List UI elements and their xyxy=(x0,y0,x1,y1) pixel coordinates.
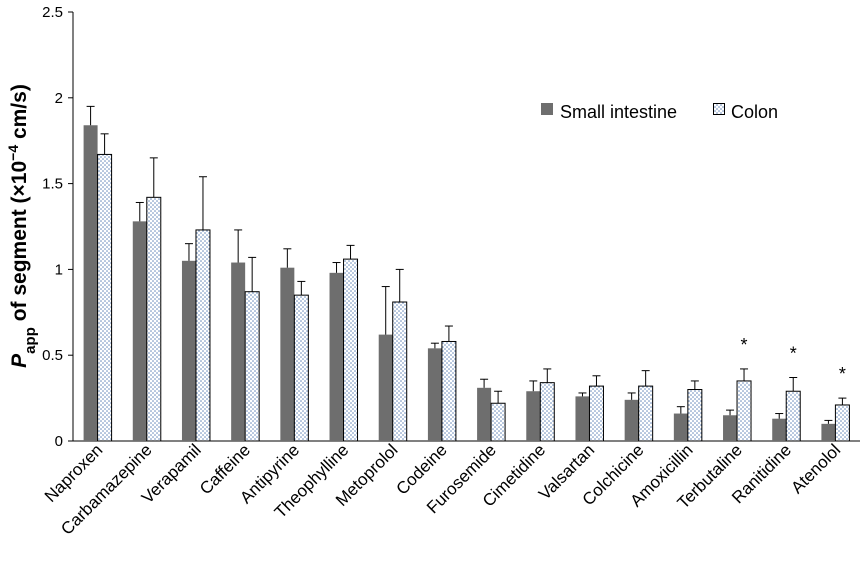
bar-colon-terbutaline xyxy=(736,380,752,442)
bar-small-intestine-cimetidine xyxy=(526,391,541,441)
bar-small-intestine-carbamazepine xyxy=(132,221,147,441)
bar-small-intestine-colchicine xyxy=(624,399,639,441)
bar-colon-caffeine xyxy=(244,291,260,442)
legend-swatch-small-intestine xyxy=(541,103,553,115)
bar-small-intestine-atenolol xyxy=(821,423,836,441)
y-axis-label-unit: cm/s) xyxy=(8,84,31,145)
legend-label-small-intestine: Small intestine xyxy=(560,102,677,122)
legend: Small intestine Colon xyxy=(541,102,778,122)
annotations: * * * xyxy=(741,335,846,384)
significance-marker-ranitidine: * xyxy=(790,344,797,364)
bar-small-intestine-metoprolol xyxy=(378,334,393,441)
bar-colon-naproxen xyxy=(97,153,113,442)
y-tick-label: 1 xyxy=(55,261,63,278)
bar-colon-verapamil xyxy=(195,229,211,442)
y-axis-label-sub: app xyxy=(22,327,39,354)
y-axis-label-sup: −4 xyxy=(5,145,21,161)
bar-colon-furosemide xyxy=(490,402,506,442)
bar-colon-carbamazepine xyxy=(146,196,162,442)
bar-small-intestine-amoxicillin xyxy=(673,413,688,441)
y-ticks: 0 0.5 1 1.5 2 2.5 xyxy=(42,4,73,450)
bar-small-intestine-terbutaline xyxy=(723,415,738,441)
bar-colon-atenolol xyxy=(834,404,850,442)
bar-small-intestine-valsartan xyxy=(575,396,590,441)
y-axis-label: Papp of segment (×10−4 cm/s) xyxy=(5,84,39,368)
significance-marker-terbutaline: * xyxy=(741,335,748,355)
bar-colon-codeine xyxy=(441,340,457,442)
x-tick-labels: NaproxenCarbamazepineVerapamilCaffeineAn… xyxy=(41,440,844,538)
bar-small-intestine-antipyrine xyxy=(280,267,295,441)
y-tick-label: 0 xyxy=(55,433,63,450)
x-tick-label-atenolol: Atenolol xyxy=(787,440,844,497)
significance-marker-atenolol: * xyxy=(839,364,846,384)
y-tick-label: 2.5 xyxy=(42,4,63,21)
bar-colon-theophylline xyxy=(343,258,359,442)
bar-colon-valsartan xyxy=(588,385,604,442)
bar-small-intestine-codeine xyxy=(427,348,442,441)
bar-small-intestine-furosemide xyxy=(477,387,492,441)
y-axis-label-rest: of segment (×10 xyxy=(8,161,31,327)
bar-small-intestine-ranitidine xyxy=(772,418,787,441)
legend-label-colon: Colon xyxy=(731,102,778,122)
bar-small-intestine-verapamil xyxy=(181,260,196,441)
y-tick-label: 0.5 xyxy=(42,347,63,364)
bar-small-intestine-caffeine xyxy=(231,262,246,441)
legend-swatch-colon xyxy=(713,103,725,115)
bar-colon-cimetidine xyxy=(539,382,555,442)
bar-colon-antipyrine xyxy=(293,294,309,442)
y-tick-label: 1.5 xyxy=(42,176,63,193)
bar-colon-metoprolol xyxy=(392,301,408,442)
bar-colon-ranitidine xyxy=(785,390,801,442)
bar-colon-colchicine xyxy=(638,385,654,442)
y-tick-label: 2 xyxy=(55,90,63,107)
bar-colon-amoxicillin xyxy=(687,389,703,442)
bars xyxy=(83,105,850,442)
bar-small-intestine-theophylline xyxy=(329,272,344,441)
y-axis-label-main: P xyxy=(8,353,31,368)
bar-small-intestine-naproxen xyxy=(83,125,98,442)
